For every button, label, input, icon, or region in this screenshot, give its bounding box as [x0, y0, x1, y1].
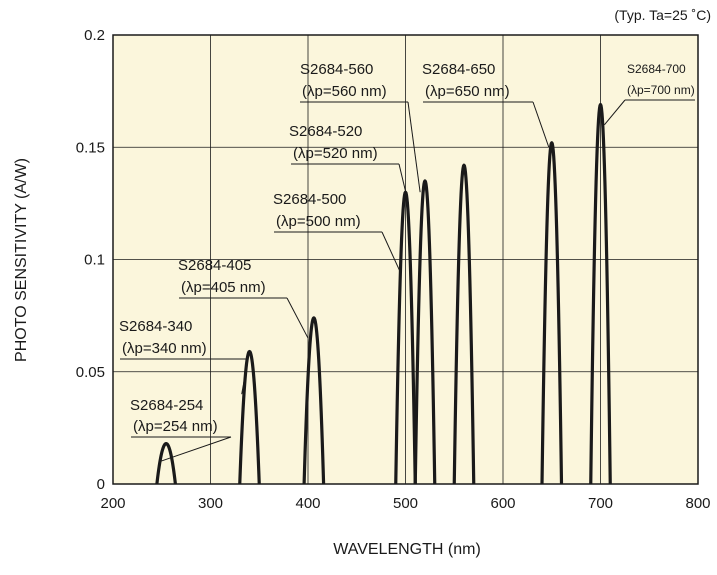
series-name-label: S2684-700 [627, 62, 686, 76]
annotation-340: S2684-340 (λp=340 nm) [119, 318, 249, 395]
annotation-500: S2684-500 (λp=500 nm) [273, 191, 401, 271]
leader-line [398, 163, 409, 204]
annotation-560: S2684-560 (λp=560 nm) [300, 61, 421, 193]
series-curve-700 [589, 103, 612, 485]
leader-line [381, 231, 401, 271]
series-name-label: S2684-520 [289, 123, 362, 140]
grid-lines [113, 35, 698, 484]
y-tick-label: 0.2 [84, 27, 105, 44]
series-name-label: S2684-405 [178, 257, 251, 274]
y-tick-label: 0 [97, 476, 105, 493]
series-curve-520 [413, 179, 437, 485]
peak-wavelength-label: (λp=340 nm) [122, 340, 207, 357]
leader-line [407, 101, 421, 193]
conditions-label: (Typ. Ta=25 ˚C) [614, 7, 711, 23]
x-tick-label: 800 [685, 495, 710, 512]
series-name-label: S2684-560 [300, 61, 373, 78]
y-axis-title: PHOTO SENSITIVITY (A/W) [13, 158, 30, 362]
y-tick-label: 0.15 [76, 139, 105, 156]
annotations: S2684-254 (λp=254 nm) S2684-340 (λp=340 nm)… [119, 61, 695, 463]
series-name-label: S2684-650 [422, 61, 495, 78]
annotation-405: S2684-405 (λp=405 nm) [178, 257, 309, 339]
x-tick-label: 200 [100, 495, 125, 512]
y-tick-labels: 0 0.05 0.1 0.15 0.2 [76, 27, 105, 493]
x-tick-label: 400 [295, 495, 320, 512]
annotation-650: S2684-650 (λp=650 nm) [422, 61, 550, 148]
x-tick-label: 600 [490, 495, 515, 512]
x-tick-labels: 200 300 400 500 600 700 800 [100, 495, 710, 512]
peak-wavelength-label: (λp=254 nm) [133, 418, 218, 435]
annotation-700: S2684-700 (λp=700 nm) [604, 62, 695, 126]
x-tick-label: 300 [198, 495, 223, 512]
peak-wavelength-label: (λp=650 nm) [425, 83, 510, 100]
leader-line [286, 297, 309, 339]
x-tick-label: 700 [588, 495, 613, 512]
annotation-254: S2684-254 (λp=254 nm) [130, 397, 232, 463]
plot-frame [112, 34, 699, 485]
series-curve-340 [238, 349, 261, 485]
x-axis-title: WAVELENGTH (nm) [333, 541, 481, 558]
series-name-label: S2684-340 [119, 318, 192, 335]
series-name-label: S2684-254 [130, 397, 203, 414]
y-tick-label: 0.1 [84, 252, 105, 269]
peak-wavelength-label: (λp=500 nm) [276, 213, 361, 230]
series-curve-405 [302, 316, 326, 485]
leader-line [604, 99, 626, 126]
series-name-label: S2684-500 [273, 191, 346, 208]
leader-line [532, 101, 550, 148]
y-tick-label: 0.05 [76, 364, 105, 381]
peak-wavelength-label: (λp=405 nm) [181, 279, 266, 296]
leader-line [159, 436, 232, 463]
leader-line [241, 358, 249, 395]
x-tick-label: 500 [393, 495, 418, 512]
peak-wavelength-label: (λp=700 nm) [627, 83, 695, 97]
series-curve-560 [452, 163, 476, 485]
peak-wavelength-label: (λp=520 nm) [293, 145, 378, 162]
annotation-520: S2684-520 (λp=520 nm) [289, 123, 409, 204]
series-curve-650 [540, 141, 564, 485]
peak-wavelength-label: (λp=560 nm) [302, 83, 387, 100]
